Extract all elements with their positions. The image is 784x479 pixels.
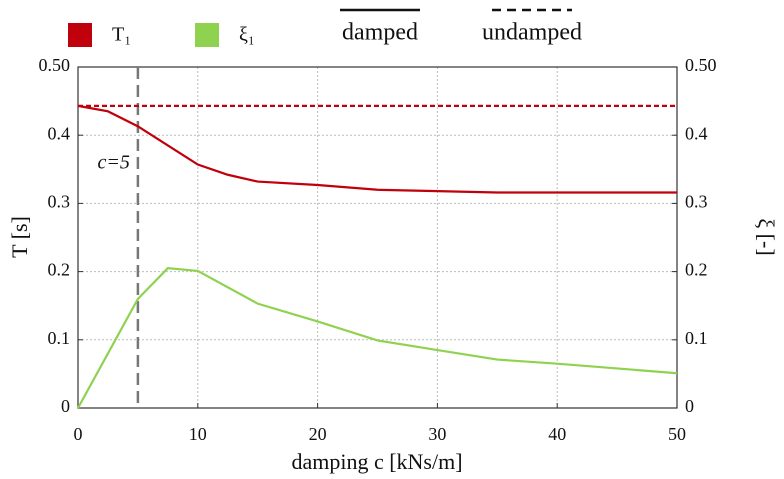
legend-label: damped: [342, 20, 418, 46]
y-tick-label: 0.2: [48, 260, 71, 280]
y2-tick-label: 0: [685, 396, 694, 416]
x-tick-label: 50: [668, 424, 686, 444]
x-tick-label: 20: [309, 424, 327, 444]
x-tick-label: 10: [189, 424, 207, 444]
series-line: [77, 104, 677, 194]
marker-label: c=5: [98, 152, 130, 174]
legend-swatch: [68, 23, 92, 47]
x-tick-label: 40: [548, 424, 566, 444]
series-line: [77, 267, 678, 409]
x-tick-label: 30: [428, 424, 446, 444]
y-tick-label: 0.50: [39, 55, 71, 75]
legend-label: ξ₁: [239, 24, 255, 46]
plot-frame: [77, 66, 678, 409]
x-axis-label: damping c [kNs/m]: [291, 449, 462, 474]
y2-tick-label: 0.1: [685, 328, 708, 348]
y2-tick-label: 0.3: [685, 192, 708, 212]
legend-swatch: [195, 23, 219, 47]
y-tick-label: 0.1: [48, 328, 71, 348]
y-tick-label: 0.3: [48, 192, 71, 212]
y2-axis-label: ξ [-]: [754, 218, 779, 255]
y2-tick-label: 0.4: [685, 123, 708, 143]
y-tick-label: 0.4: [48, 123, 71, 143]
legend-label: T₁: [112, 24, 131, 46]
x-tick-label: 0: [74, 424, 83, 444]
legend-label: undamped: [482, 20, 582, 46]
y-tick-label: 0: [61, 396, 70, 416]
y2-tick-label: 0.2: [685, 260, 708, 280]
y2-tick-label: 0.50: [685, 55, 717, 75]
y-axis-label: T [s]: [7, 216, 32, 258]
